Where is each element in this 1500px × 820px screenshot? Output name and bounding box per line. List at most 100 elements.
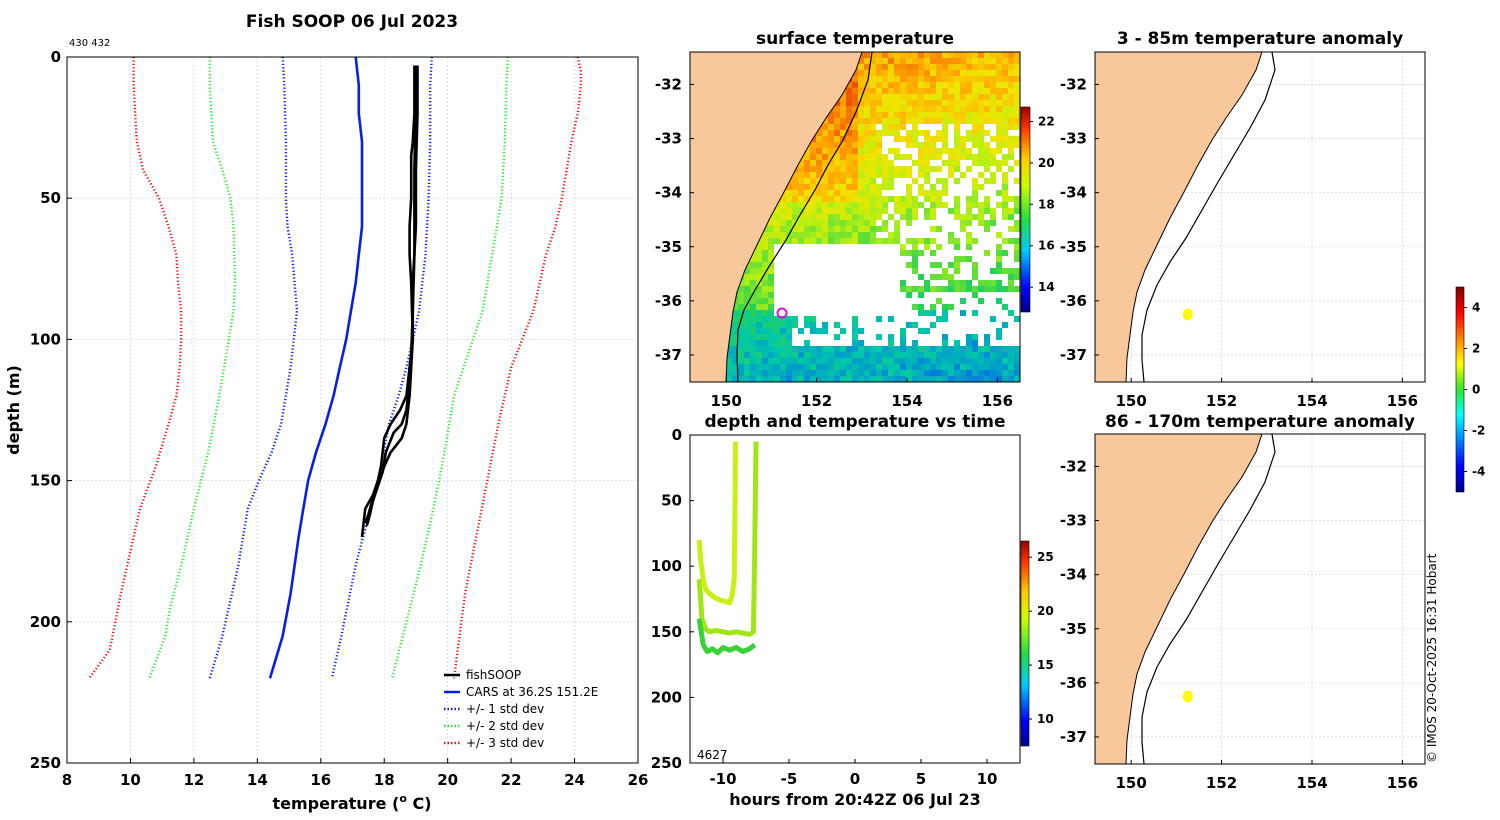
sst-pixel	[1002, 202, 1008, 208]
sst-pixel	[768, 220, 774, 226]
sst-pixel	[864, 154, 870, 160]
sst-pixel	[924, 118, 930, 124]
sst-pixel	[798, 172, 804, 178]
sst-pixel	[888, 70, 894, 76]
sst-pixel	[780, 340, 786, 346]
sst-pixel	[894, 112, 900, 118]
sst-pixel	[852, 88, 858, 94]
sst-pixel	[876, 64, 882, 70]
sst-pixel	[780, 364, 786, 370]
sst-pixel	[882, 94, 888, 100]
sst-pixel	[912, 340, 918, 346]
sst-pixel	[996, 202, 1002, 208]
sst-pixel	[918, 142, 924, 148]
sst-pixel	[882, 112, 888, 118]
sst-pixel	[990, 358, 996, 364]
sst-pixel	[966, 196, 972, 202]
sst-pixel	[768, 274, 774, 280]
sst-pixel	[942, 112, 948, 118]
sst-pixel	[984, 64, 990, 70]
sst-pixel	[1014, 64, 1020, 70]
sst-pixel	[984, 118, 990, 124]
sst-pixel	[852, 136, 858, 142]
legend: fishSOOP CARS at 36.2S 151.2E +/- 1 std …	[444, 668, 598, 750]
sst-pixel	[828, 202, 834, 208]
sst-pixel	[906, 184, 912, 190]
sst-pixel	[996, 82, 1002, 88]
profile-x-label: temperature (o C)	[272, 792, 431, 813]
sst-pixel	[978, 358, 984, 364]
sst-pixel	[792, 178, 798, 184]
sst-pixel	[978, 82, 984, 88]
sst-pixel	[978, 364, 984, 370]
sst-pixel	[726, 346, 732, 352]
profile-x-ticks: 8 10 12 14 16 18 20 22 24 26	[62, 758, 648, 789]
sst-pixel	[846, 220, 852, 226]
sst-pixel	[870, 94, 876, 100]
sst-pixel	[930, 100, 936, 106]
sst-pixel	[924, 358, 930, 364]
sst-pixel	[858, 118, 864, 124]
sst-pixel	[942, 82, 948, 88]
sst-pixel	[948, 58, 954, 64]
sst-pixel	[852, 232, 858, 238]
sst-pixel	[816, 364, 822, 370]
sst-pixel	[888, 196, 894, 202]
time-depth-colorbar	[1020, 540, 1030, 747]
time-depth-track	[696, 441, 759, 637]
sst-pixel	[930, 94, 936, 100]
sst-pixel	[930, 190, 936, 196]
sst-pixel	[972, 118, 978, 124]
sst-x-tick-label: 152	[801, 392, 832, 410]
sst-pixel	[804, 166, 810, 172]
sst-pixel	[840, 184, 846, 190]
sst-pixel	[876, 88, 882, 94]
anom-deep-x-tick-label: 152	[1206, 774, 1237, 792]
fishsoop-profile-line	[360, 65, 416, 538]
sst-pixel	[948, 88, 954, 94]
sst-pixel	[936, 202, 942, 208]
time-depth-colorbar-tick-label: 15	[1037, 658, 1054, 672]
sst-pixel	[972, 346, 978, 352]
sst-pixel	[930, 118, 936, 124]
sst-pixel	[864, 106, 870, 112]
anom-shallow-title: 3 - 85m temperature anomaly	[1117, 29, 1403, 49]
sst-pixel	[960, 370, 966, 376]
sst-y-tick-label: -33	[655, 130, 682, 148]
sst-pixel	[924, 52, 930, 58]
sst-pixel	[864, 172, 870, 178]
sst-pixel	[780, 346, 786, 352]
sst-pixel	[918, 292, 924, 298]
sst-pixel	[1002, 196, 1008, 202]
sst-pixel	[1002, 346, 1008, 352]
sst-colorbar-tick-label: 18	[1038, 197, 1055, 211]
sst-pixel	[918, 358, 924, 364]
sst-pixel	[936, 112, 942, 118]
sst-pixel	[858, 76, 864, 82]
sst-pixel	[774, 220, 780, 226]
sst-pixel	[822, 154, 828, 160]
sst-pixel	[924, 238, 930, 244]
anom-deep-title: 86 - 170m temperature anomaly	[1105, 412, 1415, 432]
sst-colorbar	[1020, 106, 1031, 313]
anom-deep-land	[1095, 434, 1262, 764]
sst-pixel	[846, 364, 852, 370]
sst-pixel	[942, 364, 948, 370]
profile-axes-frame	[66, 56, 639, 764]
sst-pixel	[888, 370, 894, 376]
sst-pixel	[924, 82, 930, 88]
sst-pixel	[798, 178, 804, 184]
sst-pixel	[1008, 58, 1014, 64]
sst-pixel	[948, 280, 954, 286]
sst-pixel	[870, 214, 876, 220]
sst-pixel	[1002, 52, 1008, 58]
anomaly-colorbar-tick-label: 4	[1472, 301, 1480, 315]
time-depth-x-ticks: -10 -5 0 5 10	[709, 759, 997, 788]
sst-pixel	[960, 142, 966, 148]
sst-pixel	[810, 352, 816, 358]
sst-y-tick-label: -35	[655, 238, 682, 256]
sst-pixel	[972, 76, 978, 82]
sst-pixel	[828, 136, 834, 142]
sst-pixel	[984, 280, 990, 286]
sst-pixel	[756, 292, 762, 298]
